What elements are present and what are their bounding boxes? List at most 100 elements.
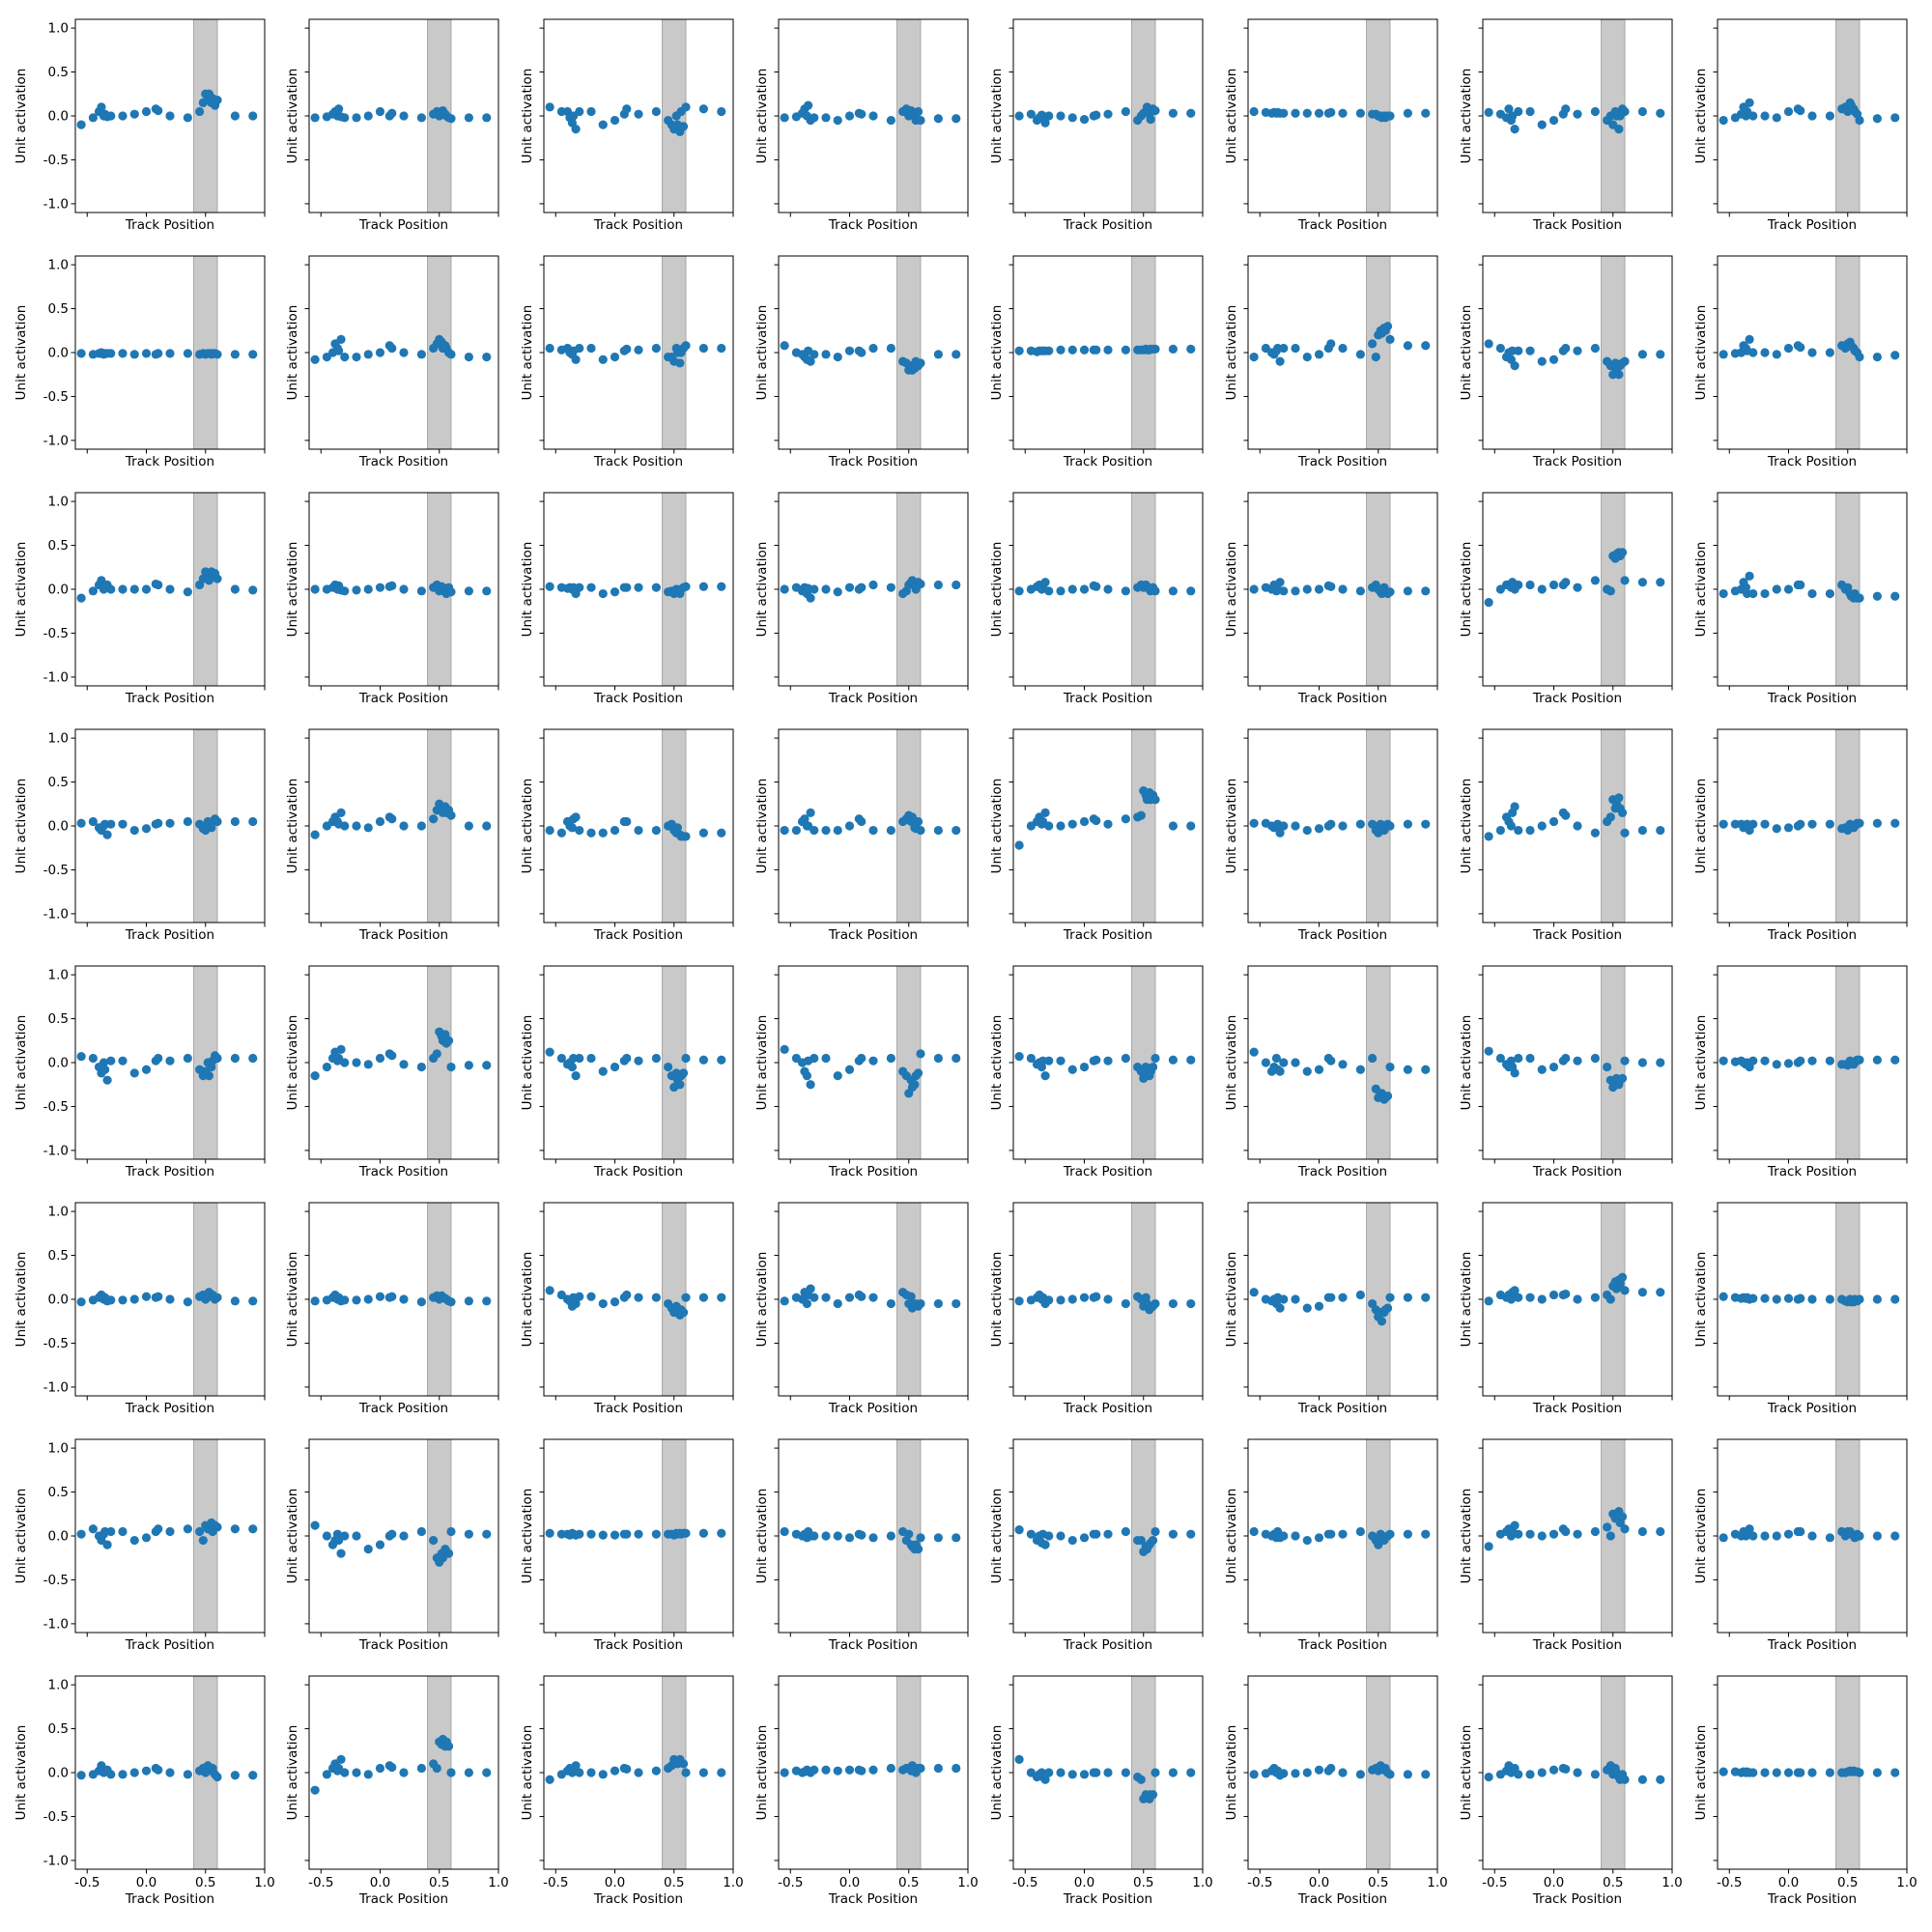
x-tick-label: 0.5	[664, 1875, 684, 1890]
data-point	[821, 584, 831, 594]
highlight-band	[1601, 1438, 1626, 1634]
data-point	[106, 1295, 116, 1305]
data-point	[1484, 1296, 1493, 1306]
data-point	[165, 349, 175, 358]
y-tick-label: -0.5	[43, 1336, 69, 1351]
data-point	[183, 349, 192, 358]
data-point	[1092, 1529, 1101, 1539]
data-point	[1136, 810, 1146, 820]
data-point	[1484, 107, 1493, 117]
data-point	[213, 1053, 222, 1064]
data-point	[1514, 1529, 1523, 1539]
y-tick-label: -1.0	[43, 669, 69, 685]
data-point	[1186, 1768, 1196, 1777]
data-point	[681, 1768, 691, 1777]
data-point	[651, 343, 661, 354]
data-point	[933, 825, 943, 836]
data-point	[1385, 1293, 1395, 1302]
data-point	[1067, 1065, 1077, 1074]
subplot: Track Position Unit activation	[1459, 1202, 1673, 1416]
data-point	[1168, 1298, 1178, 1309]
data-point	[1014, 586, 1024, 596]
x-tick-label: 0.0	[1309, 1875, 1329, 1890]
data-point	[118, 1056, 128, 1065]
data-point	[1872, 1055, 1882, 1065]
data-point	[375, 1763, 385, 1774]
data-point	[916, 358, 925, 368]
subplot: Track Position Unit activation	[520, 492, 734, 706]
data-point	[204, 1071, 214, 1081]
data-point	[1548, 115, 1559, 126]
data-point	[76, 818, 86, 828]
data-point	[1026, 109, 1036, 119]
y-axis-label: Unit activation	[1224, 305, 1239, 401]
data-point	[610, 115, 620, 126]
data-point	[1355, 586, 1365, 596]
data-point	[1168, 1529, 1178, 1539]
data-point	[1573, 1056, 1582, 1065]
data-point	[610, 587, 620, 597]
data-point	[1855, 1055, 1864, 1065]
subplot: Track Position Unit activation	[989, 18, 1204, 233]
data-point	[129, 1768, 139, 1777]
data-point	[1614, 793, 1624, 803]
data-point	[586, 828, 596, 838]
x-axis-label: Track Position	[125, 691, 214, 706]
data-point	[913, 1545, 923, 1554]
data-point	[1484, 598, 1493, 608]
y-tick-label: 0.0	[48, 1293, 69, 1308]
data-point	[1825, 1056, 1834, 1065]
x-tick-label: -0.5	[308, 1875, 333, 1890]
data-point	[88, 113, 98, 123]
x-tick-label: 0.5	[1368, 1875, 1388, 1890]
data-point	[1772, 113, 1781, 123]
data-point	[780, 584, 789, 594]
y-tick-label: -0.5	[43, 1099, 69, 1115]
y-tick-label: 1.0	[48, 1205, 69, 1220]
data-point	[1291, 343, 1300, 354]
data-point	[1014, 1052, 1024, 1062]
data-point	[1548, 355, 1559, 364]
y-axis-label: Unit activation	[1224, 69, 1239, 164]
data-point	[610, 352, 620, 362]
data-point	[780, 1044, 789, 1054]
data-point	[213, 574, 222, 583]
data-point	[1537, 821, 1547, 831]
data-point	[833, 1766, 842, 1776]
highlight-band	[1131, 728, 1156, 923]
data-point	[429, 1535, 439, 1546]
data-point	[1056, 1768, 1065, 1777]
data-point	[622, 1290, 632, 1300]
data-point	[886, 1298, 895, 1309]
data-point	[1314, 1065, 1324, 1074]
data-point	[76, 349, 86, 358]
data-point	[1617, 808, 1628, 817]
x-axis-label: Track Position	[1532, 927, 1622, 943]
data-point	[1745, 1524, 1754, 1534]
x-tick-label: 0.5	[1133, 1875, 1153, 1890]
data-point	[482, 1061, 492, 1070]
data-point	[1067, 1770, 1077, 1779]
subplot: Track Position Unit activation	[754, 492, 969, 706]
data-point	[340, 1058, 350, 1067]
subplot: Track Position Unit activation	[754, 18, 969, 233]
data-point	[464, 586, 473, 596]
data-point	[416, 350, 426, 359]
data-point	[586, 1292, 596, 1301]
x-axis-label: Track Position	[358, 691, 448, 706]
data-point	[1355, 1770, 1365, 1779]
x-axis-label: Track Position	[1063, 1891, 1152, 1907]
data-point	[399, 584, 409, 594]
data-point	[482, 586, 492, 596]
subplot: Track Position Unit activation	[520, 965, 734, 1179]
data-point	[76, 1529, 86, 1539]
data-point	[195, 1526, 205, 1537]
data-point	[571, 125, 581, 134]
x-axis-label: Track Position	[593, 1401, 683, 1416]
data-point	[106, 1056, 116, 1065]
y-tick-label: -0.5	[43, 153, 69, 168]
subplot: Track Position Unit activation	[989, 728, 1204, 943]
x-tick-label: 1.0	[957, 1875, 978, 1890]
highlight-band	[1131, 1438, 1156, 1634]
data-point	[672, 823, 683, 833]
